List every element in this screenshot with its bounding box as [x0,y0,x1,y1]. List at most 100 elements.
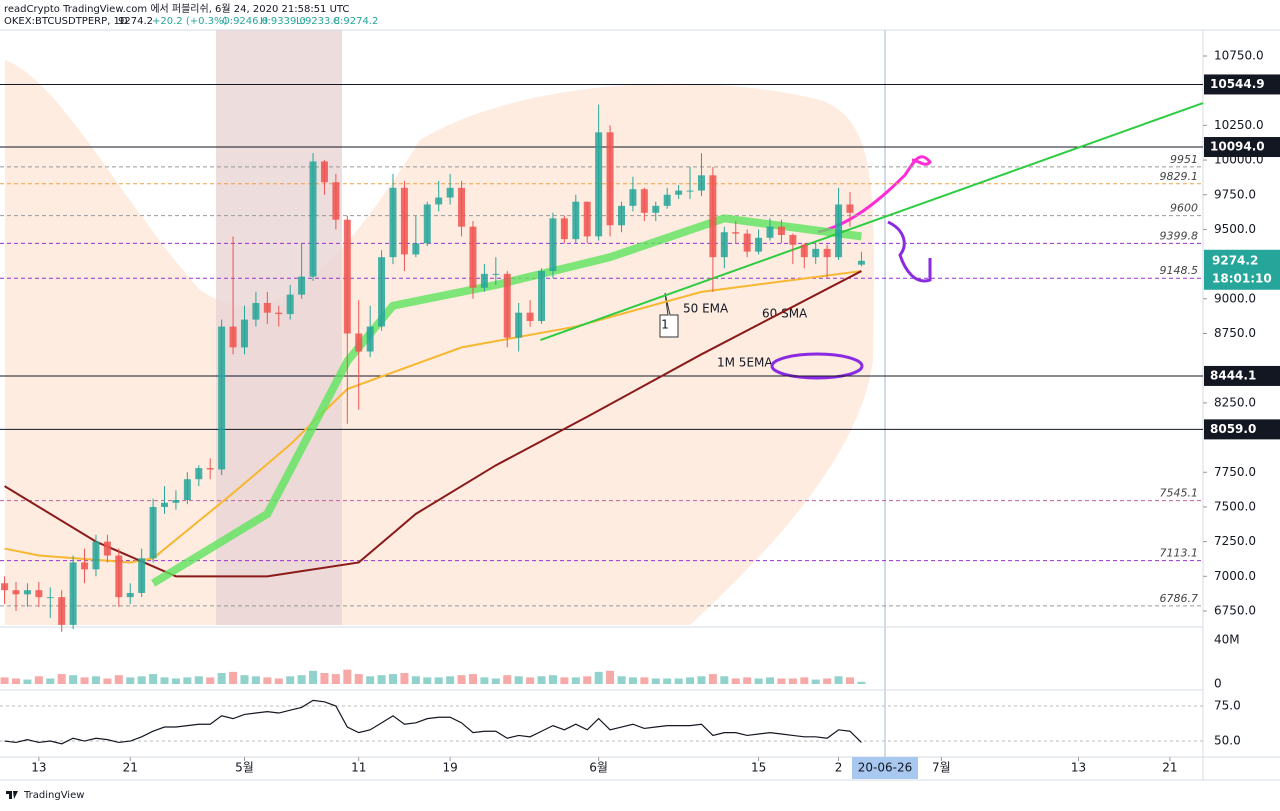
cursor-date: 20-06-26 [858,761,912,775]
countdown-label: 18:01:10 [1212,271,1272,285]
candle-body [115,555,123,598]
x-tick-label: 11 [351,761,366,775]
x-tick-label: 19 [442,761,457,775]
candle-body [423,204,431,244]
last-price-label: 9274.2 [1212,253,1258,267]
y-tick-label: 75.0 [1214,699,1241,713]
volume-bar [743,677,752,684]
candle-body [789,234,797,245]
volume-bar [834,676,843,684]
drawing [770,352,864,380]
candle-body [126,592,134,598]
volume-bar [754,678,763,684]
candle-body [652,205,660,213]
candle-body [835,204,843,258]
candle-body [103,541,111,556]
candle-body [720,232,728,258]
candle-body [823,248,831,258]
candle-body [526,312,534,322]
candle-body [298,276,306,295]
volume-bar [697,676,706,684]
symbol: OKEX:BTCUSDTPERP, 1D [4,16,128,27]
candle-body [138,558,146,593]
candle-body [572,201,580,240]
level-label: 7113.1 [1160,547,1199,560]
volume-bar [57,674,66,684]
candle-body [560,218,568,240]
volume-bar [823,678,832,684]
volume-bar [377,675,386,684]
last-price-badge [1204,249,1280,290]
price-badge [1204,419,1280,440]
volume-bar [674,678,683,684]
ohlc: C:9274.2 [333,16,378,27]
volume-bar [343,669,352,684]
volume-bar [240,675,249,684]
ohlc: O:9246.0 [222,16,268,27]
candle-body [617,205,625,226]
y-tick-label: 40M [1214,632,1240,646]
candle-body [857,260,865,265]
candle-body [629,189,637,206]
y-tick-label: 7500.0 [1214,499,1256,513]
annotation: 50 EMA [683,302,729,316]
candle-body [686,190,694,192]
volume-bar [354,674,363,684]
volume-bar [811,679,820,684]
volume-bar [183,677,192,684]
candle-body [69,562,77,625]
x-tick-label: 6월 [589,761,608,775]
overlay-line [151,214,862,587]
volume-bar [628,677,637,684]
volume-bar [560,677,569,684]
candle-body [538,271,546,322]
candle-body [149,506,157,559]
y-tick-label: 9000.0 [1214,291,1256,305]
volume-bar [34,676,43,684]
candle-body [755,237,763,252]
candle-body [640,189,648,213]
candle-body [515,312,523,338]
ohlc: L:9233.8 [296,16,340,27]
x-tick-label: 5월 [235,761,254,775]
volume-bar [286,676,295,684]
volume-bar [777,678,786,684]
volume-bar [457,675,466,684]
y-tick-label: 8750.0 [1214,326,1256,340]
ohlc: H:9339.0 [260,16,306,27]
volume-bar [91,676,100,684]
volume-bar [251,676,260,684]
candle-body [355,333,363,352]
volume-bar [571,677,580,684]
volume-bar [69,675,78,684]
level-label: 7545.1 [1160,487,1199,500]
level-label: 9600 [1170,202,1198,215]
candle-body [58,597,66,625]
volume-bar [446,676,455,684]
volume-bar [514,676,523,684]
volume-bar [217,672,226,684]
candle-body [1,583,9,591]
candle-body [161,502,169,507]
candle-body [583,201,591,237]
y-tick-label: 7000.0 [1214,569,1256,583]
candle-body [343,219,351,334]
volume-bar [11,678,20,684]
x-tick-label: 13 [31,761,46,775]
volume-bar [23,679,32,684]
price-badge [1204,137,1280,158]
last: 9274.2 [118,16,153,27]
y-tick-label: 0 [1214,677,1222,691]
level-label: 9148.5 [1160,264,1199,277]
volume-bar [731,678,740,684]
logo [6,791,18,799]
candle-body [286,294,294,315]
volume-bar [468,674,477,684]
price-badge-label: 8444.1 [1210,368,1256,382]
candle-body [743,233,751,252]
x-tick-label: 13 [1071,761,1086,775]
candle-body [595,132,603,237]
decor [5,30,875,625]
candle-body [400,187,408,255]
